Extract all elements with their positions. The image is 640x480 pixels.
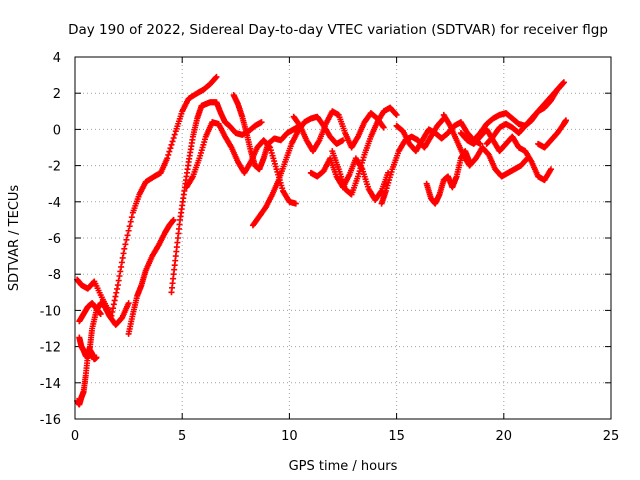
data-point: [122, 241, 129, 248]
y-tick-label: 0: [53, 123, 61, 138]
data-point: [292, 200, 299, 207]
x-tick-label: 10: [281, 429, 298, 444]
series-sat-d: [76, 300, 104, 325]
series-sat-q: [457, 126, 554, 184]
data-point: [213, 73, 220, 80]
x-tick-label: 15: [388, 429, 405, 444]
data-point: [123, 236, 130, 243]
y-tick-label: -8: [48, 268, 61, 283]
data-point: [119, 254, 126, 261]
data-point: [113, 289, 120, 296]
chart-title: Day 190 of 2022, Sidereal Day-to-day VTE…: [68, 22, 608, 38]
series-sat-p: [440, 111, 531, 180]
series-sat-e: [125, 216, 177, 337]
data-point: [168, 141, 175, 148]
data-point: [477, 140, 484, 147]
data-point: [166, 148, 173, 155]
data-points: [74, 73, 569, 408]
series-sat-c: [76, 334, 100, 363]
x-tick-label: 20: [496, 429, 513, 444]
y-tick-label: -6: [48, 232, 61, 247]
y-tick-label: -2: [48, 160, 61, 175]
data-point: [112, 293, 119, 300]
data-point: [560, 79, 567, 86]
data-point: [212, 74, 219, 81]
series-sat-i: [249, 113, 346, 229]
data-point: [120, 250, 127, 257]
x-tick-label: 25: [603, 429, 620, 444]
series-sat-l: [329, 104, 400, 198]
grid: [75, 57, 611, 419]
data-point: [562, 117, 569, 124]
y-tick-label: 4: [53, 51, 61, 66]
data-point: [125, 300, 132, 307]
data-point: [547, 166, 554, 173]
data-point: [126, 223, 133, 230]
y-tick-label: -12: [40, 341, 61, 356]
data-point: [114, 285, 121, 292]
data-point: [127, 218, 134, 225]
data-point: [121, 245, 128, 252]
x-tick-label: 0: [71, 429, 79, 444]
data-point: [167, 145, 174, 152]
y-tick-label: 2: [53, 87, 61, 102]
data-point: [380, 124, 387, 131]
series-sat-t: [535, 117, 569, 151]
data-point: [393, 111, 400, 118]
x-axis-label: GPS time / hours: [289, 459, 398, 474]
data-point: [169, 138, 176, 145]
data-point: [164, 155, 171, 162]
data-point: [379, 123, 386, 130]
x-tick-label: 5: [178, 429, 186, 444]
data-point: [258, 119, 265, 126]
y-tick-label: -10: [40, 304, 61, 319]
data-point: [128, 214, 135, 221]
series-sat-f: [168, 99, 265, 296]
data-point: [116, 273, 123, 280]
data-point: [170, 216, 177, 223]
data-point: [170, 134, 177, 141]
data-point: [171, 131, 178, 138]
data-point: [340, 137, 346, 144]
y-tick-label: -16: [40, 413, 61, 428]
series-sat-m: [378, 115, 447, 207]
y-tick-label: -4: [48, 196, 61, 211]
data-point: [110, 301, 117, 308]
data-point: [165, 151, 172, 158]
data-point: [93, 354, 100, 361]
data-point: [125, 227, 132, 234]
data-point: [560, 80, 567, 87]
y-axis-label: SDTVAR / TECUs: [7, 185, 22, 292]
data-point: [114, 282, 121, 289]
series-sat-h: [230, 92, 304, 173]
plot-frame: [74, 56, 612, 420]
data-point: [124, 232, 131, 239]
data-point: [117, 268, 124, 275]
data-point: [392, 111, 399, 118]
data-point: [118, 259, 125, 266]
data-point: [115, 277, 122, 284]
series-sat-s: [483, 79, 567, 147]
data-point: [110, 305, 117, 312]
data-point: [111, 297, 118, 304]
y-tick-label: -14: [40, 377, 61, 392]
data-point: [97, 311, 104, 318]
data-point: [118, 263, 125, 270]
axis-ticks: 0 5 10 15 20 25 -16 -14 -12 -10 -8 -6 -4 -2 0 2 4: [40, 51, 620, 444]
